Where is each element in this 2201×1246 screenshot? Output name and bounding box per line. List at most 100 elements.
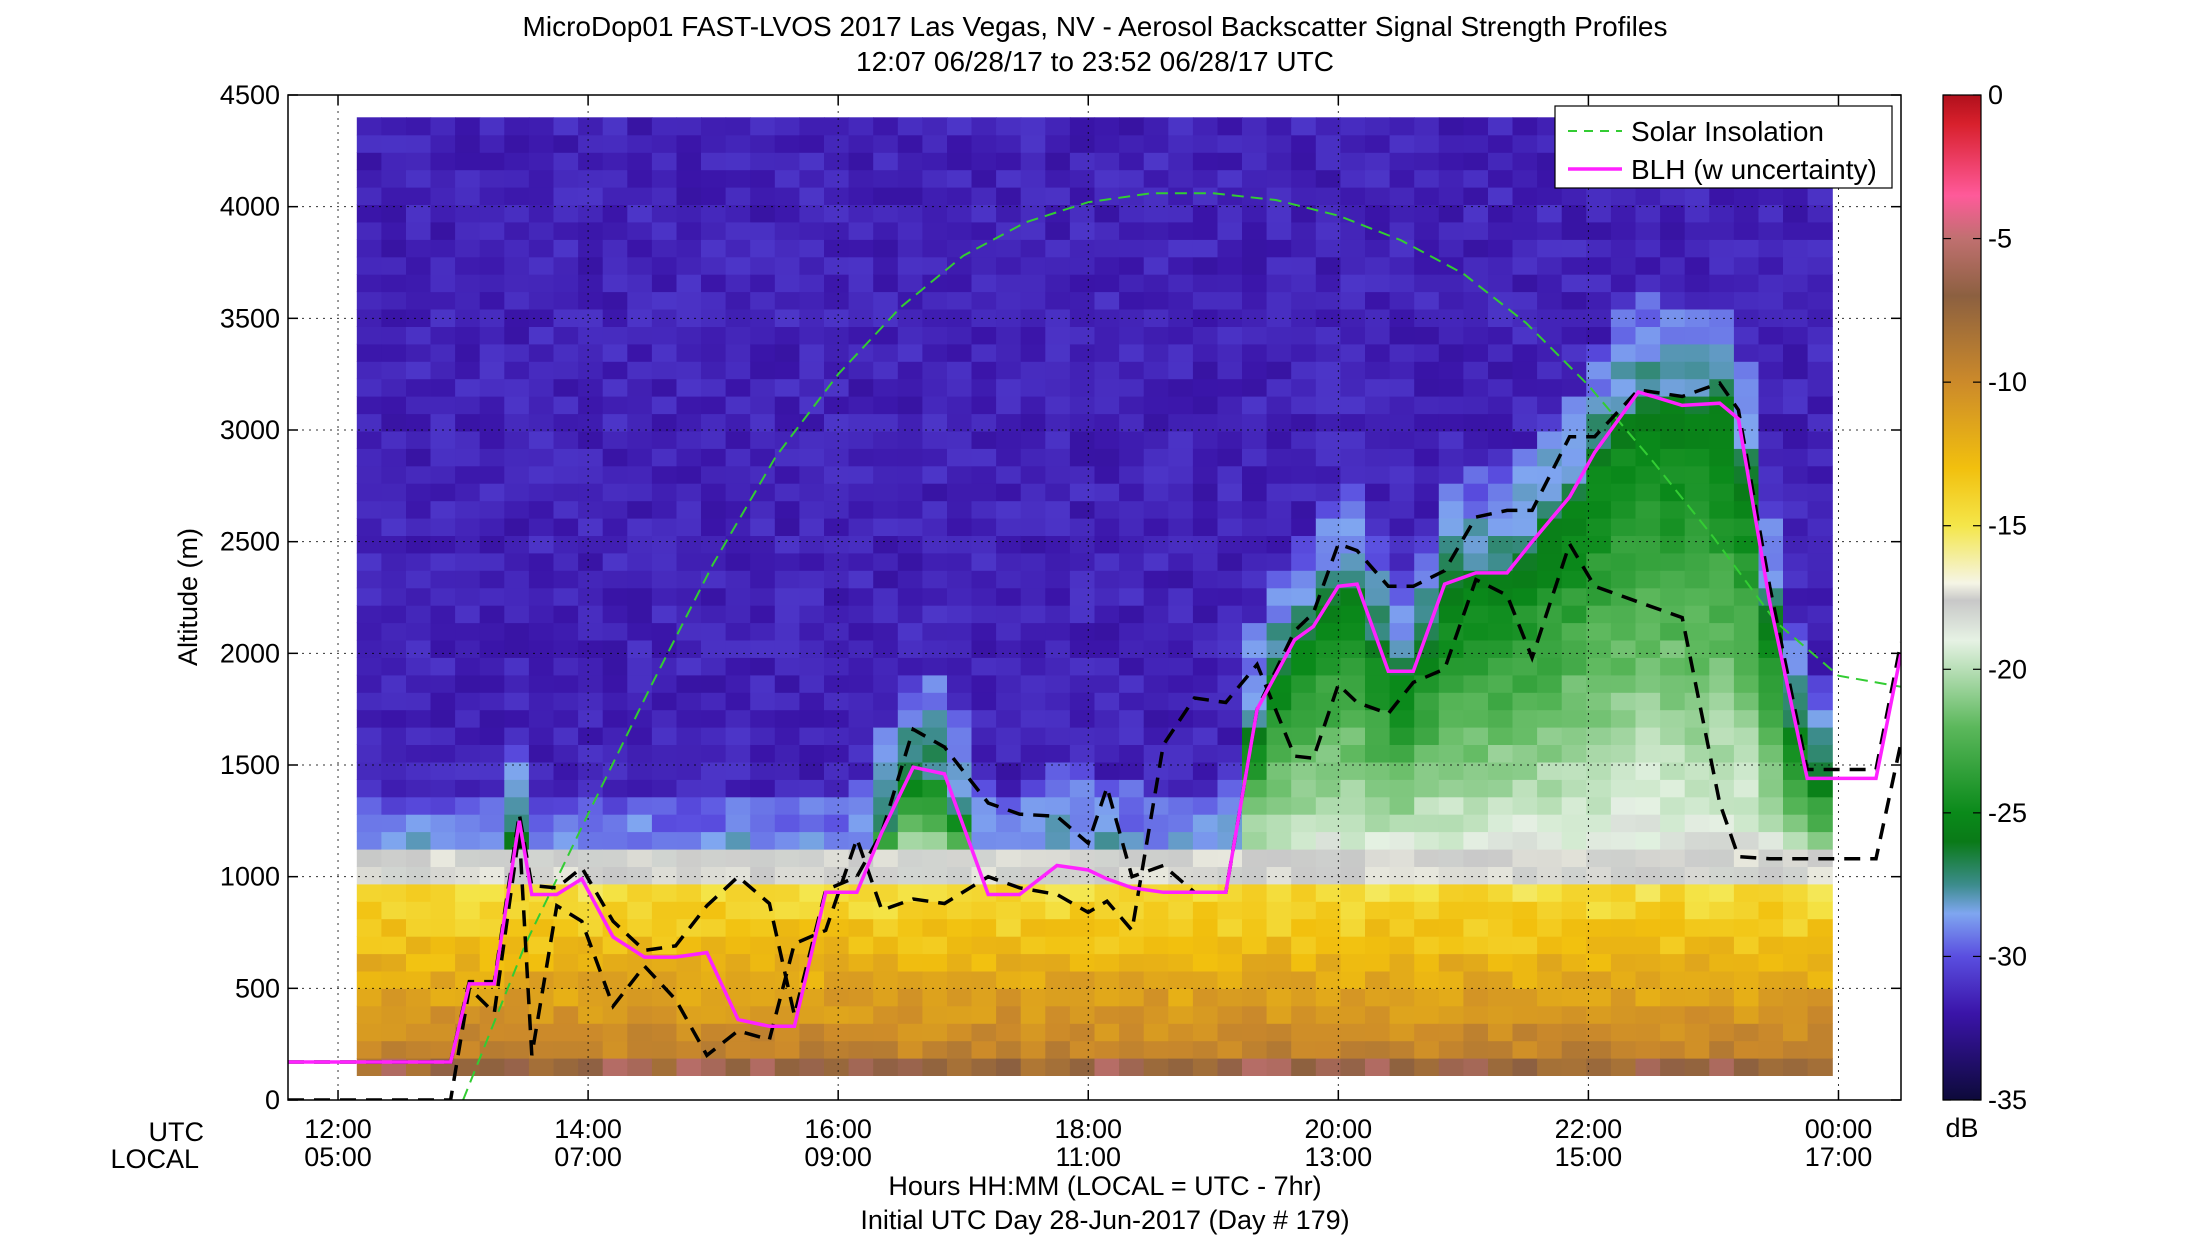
heatmap-cell xyxy=(676,309,702,327)
heatmap-cell xyxy=(1635,413,1661,432)
heatmap-cell xyxy=(1094,674,1120,693)
heatmap-cell xyxy=(1119,378,1145,397)
heatmap-cell xyxy=(996,361,1022,380)
heatmap-cell xyxy=(750,587,776,606)
heatmap-cell xyxy=(1217,761,1243,780)
heatmap-cell xyxy=(1217,204,1243,223)
solar-insolation-line xyxy=(462,192,1901,1100)
heatmap-cell xyxy=(1192,674,1219,693)
heatmap-cell xyxy=(947,605,973,624)
heatmap-cell xyxy=(406,152,432,171)
heatmap-cell xyxy=(1610,361,1637,380)
heatmap-cell xyxy=(381,587,407,606)
heatmap-cell xyxy=(1266,413,1292,432)
heatmap-cell xyxy=(1438,639,1464,658)
heatmap-cell xyxy=(479,1023,505,1042)
heatmap-cell xyxy=(430,396,456,415)
heatmap-cell xyxy=(1340,169,1366,188)
heatmap-cell xyxy=(1463,866,1489,885)
heatmap-cell xyxy=(1660,970,1686,989)
heatmap-cell xyxy=(1660,692,1686,711)
heatmap-cell xyxy=(553,692,579,711)
heatmap-cell xyxy=(1094,187,1120,205)
heatmap-cell xyxy=(1315,849,1341,867)
heatmap-cell xyxy=(578,674,604,693)
heatmap-cell xyxy=(1119,134,1145,153)
heatmap-cell xyxy=(1143,692,1169,711)
heatmap-cell xyxy=(627,727,653,745)
heatmap-cell xyxy=(1217,291,1243,310)
heatmap-cell xyxy=(479,1058,505,1076)
heatmap-cell xyxy=(1414,430,1440,449)
heatmap-cell xyxy=(381,988,407,1007)
heatmap-cell xyxy=(528,274,555,293)
heatmap-cell xyxy=(553,988,579,1007)
heatmap-cell xyxy=(1143,152,1169,171)
heatmap-cell xyxy=(1119,709,1145,728)
heatmap-cell xyxy=(1242,883,1268,902)
heatmap-cell xyxy=(1119,552,1145,571)
heatmap-cell xyxy=(1094,831,1120,850)
heatmap-cell xyxy=(1094,918,1120,937)
heatmap-cell xyxy=(676,500,702,519)
heatmap-cell xyxy=(578,970,604,989)
heatmap-cell xyxy=(1094,953,1120,972)
heatmap-cell xyxy=(1094,849,1120,867)
heatmap-cell xyxy=(897,152,923,171)
heatmap-cell xyxy=(1488,657,1514,676)
heatmap-cell xyxy=(1069,639,1096,658)
heatmap-cell xyxy=(479,866,505,885)
heatmap-cell xyxy=(1291,657,1317,676)
heatmap-cell xyxy=(1537,622,1563,641)
heatmap-cell xyxy=(1414,187,1440,205)
heatmap-cell xyxy=(651,552,678,571)
heatmap-cell xyxy=(1463,744,1489,763)
heatmap-cell xyxy=(479,430,505,449)
heatmap-cell xyxy=(1143,918,1169,937)
heatmap-cell xyxy=(1438,692,1464,711)
heatmap-cell xyxy=(356,169,382,188)
heatmap-cell xyxy=(1168,831,1194,850)
heatmap-cell xyxy=(602,761,628,780)
heatmap-cell xyxy=(479,727,505,745)
heatmap-cell xyxy=(1512,309,1538,327)
heatmap-cell xyxy=(676,988,702,1007)
heatmap-cell xyxy=(1168,361,1194,380)
heatmap-cell xyxy=(1463,187,1489,205)
heatmap-cell xyxy=(1414,587,1440,606)
heatmap-cell xyxy=(553,744,579,763)
heatmap-cell xyxy=(676,187,702,205)
heatmap-cell xyxy=(1561,605,1587,624)
heatmap-cell xyxy=(381,727,407,745)
heatmap-cell xyxy=(528,1023,555,1042)
heatmap-cell xyxy=(406,378,432,397)
heatmap-cell xyxy=(1192,500,1219,519)
heatmap-cell xyxy=(651,378,678,397)
heatmap-cell xyxy=(1266,134,1292,153)
heatmap-cell xyxy=(430,274,456,293)
colorbar-tick-label: 0 xyxy=(1988,80,2003,110)
heatmap-cell xyxy=(1291,535,1317,554)
heatmap-cell xyxy=(1315,430,1341,449)
heatmap-cell xyxy=(725,901,751,920)
y-axis-label: Altitude (m) xyxy=(173,528,203,666)
heatmap-cell xyxy=(578,221,604,240)
heatmap-cell xyxy=(1709,274,1735,293)
heatmap-cell xyxy=(701,500,727,519)
heatmap-cell xyxy=(1045,1023,1071,1042)
heatmap-cell xyxy=(1315,239,1341,258)
heatmap-cell xyxy=(1438,465,1464,484)
heatmap-cell xyxy=(1291,221,1317,240)
heatmap-cell xyxy=(1758,326,1784,345)
heatmap-cell xyxy=(922,448,948,467)
heatmap-cell xyxy=(627,535,653,554)
heatmap-cell xyxy=(996,343,1022,362)
heatmap-cell xyxy=(1610,744,1637,763)
heatmap-cell xyxy=(1143,117,1169,136)
heatmap-cell xyxy=(750,535,776,554)
heatmap-cell xyxy=(725,605,751,624)
heatmap-cell xyxy=(430,831,456,850)
heatmap-cell xyxy=(1783,1058,1809,1076)
heatmap-cell xyxy=(750,413,776,432)
heatmap-cell xyxy=(1586,779,1612,798)
